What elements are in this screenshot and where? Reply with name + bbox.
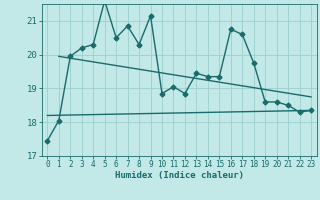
X-axis label: Humidex (Indice chaleur): Humidex (Indice chaleur) [115,171,244,180]
